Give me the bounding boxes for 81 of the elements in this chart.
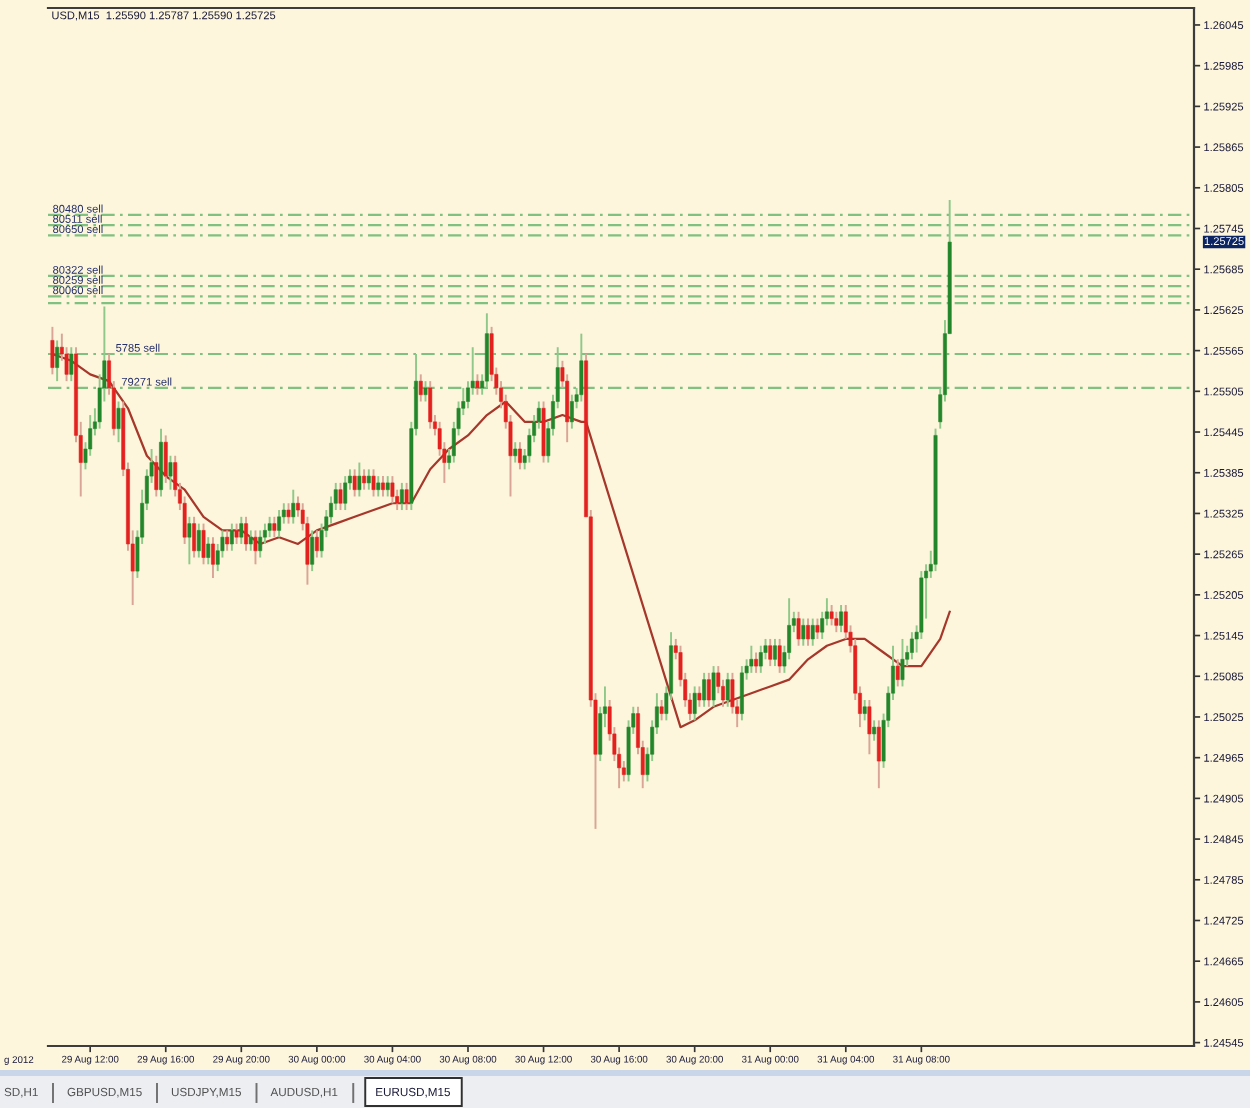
candlestick: [192, 515, 197, 559]
candlestick: [484, 312, 489, 389]
candlestick: [862, 699, 867, 722]
candlestick: [376, 475, 381, 498]
candlestick: [272, 515, 277, 539]
candlestick: [357, 461, 362, 498]
candlestick: [518, 441, 522, 471]
candlestick: [277, 509, 282, 539]
candlestick: [201, 522, 206, 566]
candlestick: [338, 481, 343, 512]
candlestick: [399, 481, 404, 512]
candlestick: [475, 373, 480, 396]
candlestick: [876, 719, 881, 790]
candlestick: [428, 380, 433, 430]
candlestick: [291, 488, 296, 525]
candlestick: [768, 637, 773, 668]
candlestick: [159, 427, 163, 498]
candlestick: [697, 685, 702, 708]
candlestick: [806, 617, 810, 647]
candlestick: [116, 400, 121, 444]
candlestick: [362, 468, 367, 491]
candlestick: [314, 529, 319, 559]
candlestick: [867, 699, 872, 756]
candlestick: [418, 373, 423, 403]
candlestick: [229, 522, 234, 552]
candlestick: [513, 441, 518, 464]
candlestick: [55, 339, 60, 383]
candlestick: [777, 637, 782, 674]
candlestick: [692, 685, 697, 722]
candlestick: [196, 522, 201, 559]
candlestick: [711, 665, 716, 708]
candlestick: [234, 522, 239, 545]
candlestick: [343, 475, 348, 512]
candlestick: [50, 325, 55, 376]
candlestick: [163, 434, 168, 484]
candlestick: [815, 617, 820, 640]
candlestick: [749, 644, 754, 674]
candlestick: [900, 637, 905, 688]
candlestick: [810, 617, 815, 647]
candlestick: [253, 529, 258, 566]
candlestick: [390, 475, 395, 505]
candlestick: [829, 604, 834, 627]
candlestick: [702, 671, 707, 708]
candlestick: [909, 631, 914, 661]
candlestick: [895, 658, 900, 688]
candlestick: [352, 468, 357, 498]
candlestick: [541, 400, 546, 464]
candlestick: [385, 475, 390, 498]
candlestick: [211, 536, 215, 579]
candlestick: [773, 637, 777, 668]
candlestick: [754, 651, 758, 674]
candlestick: [206, 536, 211, 566]
candlestick: [839, 604, 843, 634]
candlestick: [834, 610, 839, 634]
candlestick: [258, 529, 263, 559]
candlestick: [187, 515, 192, 566]
candlestick: [225, 529, 230, 552]
candlestick: [659, 699, 664, 722]
candlestick: [154, 454, 159, 498]
candlestick: [366, 468, 371, 491]
candlestick: [381, 475, 385, 498]
candlestick: [423, 380, 428, 403]
candlestick: [286, 502, 291, 525]
candlestick: [706, 671, 711, 708]
candlestick: [725, 671, 730, 708]
candlestick: [739, 665, 744, 722]
candlestick: [872, 719, 877, 742]
candlestick: [168, 454, 173, 491]
candlestick: [371, 468, 376, 498]
candlestick: [569, 393, 574, 430]
candlestick: [796, 610, 801, 647]
candlestick: [579, 332, 584, 403]
candlestick: [248, 529, 253, 552]
candlestick: [267, 515, 272, 539]
candlestick: [239, 515, 244, 545]
candlestick: [404, 481, 409, 512]
candlestick: [801, 617, 806, 647]
candlestick: [758, 644, 763, 674]
candlestick: [310, 529, 315, 573]
candlestick: [69, 346, 74, 383]
candlestick: [244, 515, 248, 552]
